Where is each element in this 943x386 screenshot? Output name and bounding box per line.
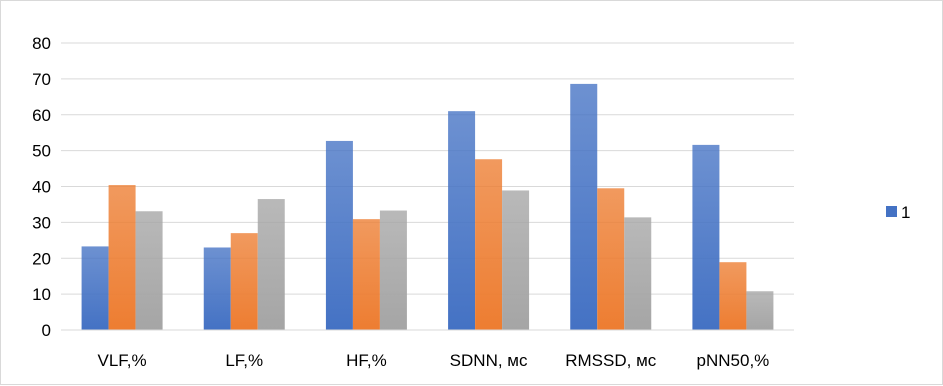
x-tick-label: SDNN, мс [450, 351, 528, 370]
y-tick-label: 80 [32, 34, 51, 53]
bars [81, 83, 774, 331]
x-tick-label: pNN50,% [697, 351, 770, 370]
bar-3 [379, 210, 407, 330]
x-tick-label: RMSSD, мс [565, 351, 657, 370]
y-tick-label: 40 [32, 178, 51, 197]
gridlines [61, 42, 794, 295]
bar-2 [108, 185, 136, 330]
bar-1 [203, 247, 231, 330]
bar-2 [597, 188, 625, 330]
y-axis-ticks: 0 10 20 30 40 50 60 70 80 [32, 34, 51, 340]
bar-1 [692, 144, 720, 330]
y-tick-label: 50 [32, 142, 51, 161]
bar-2 [352, 219, 380, 330]
y-tick-label: 60 [32, 106, 51, 125]
x-axis-ticks: VLF,% LF,% HF,% SDNN, мс RMSSD, мс pNN50,% [98, 351, 770, 370]
x-tick-label: LF,% [225, 351, 263, 370]
bar-2 [230, 233, 258, 330]
bar-1 [325, 140, 353, 330]
bar-1 [448, 111, 476, 330]
bar-2 [475, 159, 503, 330]
y-tick-label: 20 [32, 249, 51, 268]
x-tick-label: VLF,% [98, 351, 147, 370]
bar-1 [570, 83, 598, 331]
legend-label: 1 [901, 203, 910, 222]
legend-swatch [886, 206, 897, 217]
y-tick-label: 0 [42, 321, 51, 340]
y-tick-label: 70 [32, 70, 51, 89]
x-tick-label: HF,% [346, 351, 387, 370]
bar-1 [81, 246, 109, 330]
bar-3 [257, 199, 285, 330]
bar-3 [135, 211, 163, 330]
bar-3 [624, 217, 652, 330]
legend: 1 [886, 203, 910, 222]
y-tick-label: 10 [32, 285, 51, 304]
bar-2 [719, 262, 747, 330]
y-tick-label: 30 [32, 213, 51, 232]
bar-3 [746, 291, 774, 330]
bar-3 [502, 190, 530, 330]
